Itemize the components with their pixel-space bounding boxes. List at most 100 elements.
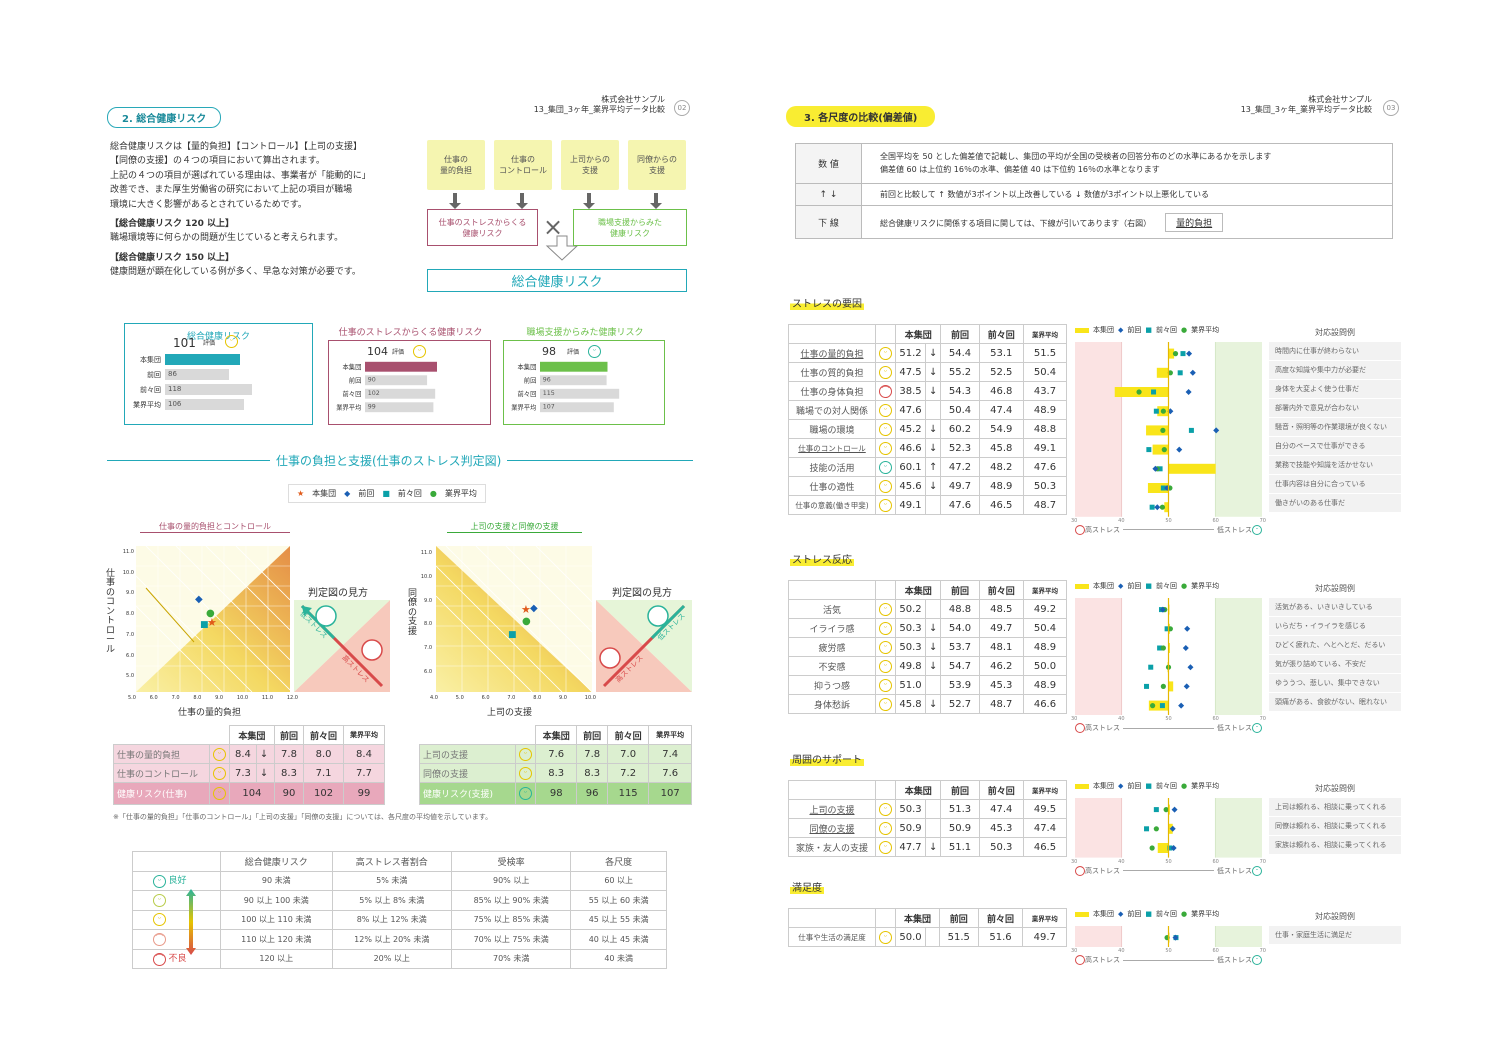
page-header: 株式会社サンプル 13_集団_3ヶ年_業界平均データ比較 bbox=[510, 95, 665, 116]
square-icon: ■ bbox=[1145, 910, 1153, 918]
sad-face-icon: ⌒ bbox=[1075, 865, 1085, 876]
prev2-marker: ■ bbox=[508, 630, 517, 640]
comment: 気が張り詰めている、不安だ bbox=[1269, 655, 1401, 674]
current-bar bbox=[1156, 367, 1169, 378]
chart-legend: 本集団 ◆ 前回 ■ 前々回 ● 業界平均 bbox=[1075, 909, 1219, 919]
prev2-point bbox=[1146, 447, 1152, 453]
chart-right-title: 上司の支援と同僚の支援 bbox=[447, 521, 582, 533]
smile-icon: ᵕ bbox=[879, 498, 892, 512]
chart-left-xlabel: 仕事の量的負担 bbox=[178, 708, 242, 718]
smile-icon: ᵕ bbox=[879, 441, 892, 455]
prev2-point bbox=[1180, 351, 1186, 357]
times-icon: × bbox=[543, 213, 564, 241]
axis-line bbox=[1123, 959, 1214, 961]
stress-axis: ⌒ 高ストレス 低ストレス ᵕ bbox=[1075, 723, 1262, 734]
diamond-icon: ◆ bbox=[1118, 910, 1124, 918]
chart-right-xlabel: 上司の支援 bbox=[487, 708, 533, 718]
table-row: 抑うつ感 ᵕ 51.0 53.9 45.3 48.9 bbox=[788, 675, 1068, 695]
comment-column: 対応設問例 仕事・家庭生活に満足だ bbox=[1269, 908, 1401, 945]
smile-icon: ᵕ bbox=[879, 640, 892, 654]
comment: いらだち・イライラを感じる bbox=[1269, 617, 1401, 636]
risk150-title: 【総合健康リスク 150 以上】 bbox=[110, 252, 235, 263]
smile-icon: ᵕ bbox=[879, 403, 892, 417]
comparison-bar: 106 bbox=[165, 399, 244, 410]
axis-line bbox=[1123, 529, 1214, 531]
mini-work-risk: 仕事のストレスからくる健康リスク 104 評価 ᵕ 本集団 前回 90 前々回 10… bbox=[328, 328, 491, 425]
bar-legend-icon bbox=[1075, 583, 1089, 589]
stress-axis: ⌒ 高ストレス 低ストレス ᵕ bbox=[1075, 955, 1262, 966]
comment: 同僚は頼れる、相談に乗ってくれる bbox=[1269, 817, 1401, 836]
avg-point bbox=[1136, 389, 1142, 395]
table-row: 仕事の身体負担 ⌒ 38.5 ↓ 54.3 46.8 43.7 bbox=[788, 381, 1068, 401]
table-row: 仕事の量的負担 ᵕ 51.2 ↓ 54.4 53.1 51.5 bbox=[788, 343, 1068, 363]
chart-right-yticks: 11.0 10.0 9.0 8.0 7.0 6.0 bbox=[420, 550, 432, 675]
prev2-point bbox=[1188, 427, 1194, 433]
smile-icon: ᵕ bbox=[879, 346, 892, 360]
comparison-bar: 90 bbox=[365, 375, 428, 386]
prev2-point bbox=[1144, 826, 1150, 832]
square-icon: ■ bbox=[1145, 582, 1153, 590]
smile-icon: ᵕ bbox=[153, 893, 166, 907]
prev2-point bbox=[1160, 485, 1166, 491]
comparison-bar: 115 bbox=[540, 388, 620, 399]
table-row: 仕事の意義(働き甲斐) ᵕ 49.1 47.6 46.5 48.7 bbox=[788, 495, 1068, 515]
prev-point bbox=[1152, 465, 1159, 472]
smile-icon: ᵕ bbox=[879, 802, 892, 816]
risk150-text: 健康問題が顕在化している例が多く、早急な対策が必要です。 bbox=[110, 267, 361, 278]
sad-face-icon: ⌒ bbox=[879, 384, 892, 398]
table-row: 上司の支援 ᵕ 50.3 51.3 47.4 49.5 bbox=[788, 799, 1068, 819]
table-row: 職場での対人関係 ᵕ 47.6 50.4 47.4 48.9 bbox=[788, 400, 1068, 420]
smile-icon: ᵕ bbox=[1252, 955, 1262, 966]
current-marker: ★ bbox=[521, 603, 531, 616]
flow-box-boss: 上司からの 支援 bbox=[561, 140, 619, 190]
circle-icon: ● bbox=[1181, 910, 1188, 918]
chart-legend: 本集団 ◆ 前回 ■ 前々回 ● 業界平均 bbox=[1075, 581, 1219, 591]
comparison-bar: 107 bbox=[540, 402, 615, 413]
flow-box-support: 職場支援からみた 健康リスク bbox=[573, 209, 687, 246]
axis-ticks: 30 40 50 60 70 bbox=[1071, 948, 1266, 955]
prev2-point bbox=[1149, 504, 1155, 510]
current-bar bbox=[1168, 643, 1170, 653]
prev2-marker: ■ bbox=[200, 620, 209, 630]
comparison-bar: 99 bbox=[365, 402, 434, 413]
page-number: 02 bbox=[674, 100, 690, 116]
smile-icon: ᵕ bbox=[879, 659, 892, 673]
comparison-bar: 96 bbox=[540, 375, 607, 386]
info-table: 数 値全国平均を 50 とした偏差値で記載し、集団の平均が全国の受検者の回答分布… bbox=[795, 143, 1393, 239]
axis-ticks: 30 40 50 60 70 bbox=[1071, 858, 1266, 865]
prev-point bbox=[1154, 504, 1161, 511]
avg-point bbox=[1149, 845, 1155, 851]
company-name: 株式会社サンプル bbox=[1308, 95, 1372, 104]
deviation-chart bbox=[1075, 342, 1262, 517]
howto-left: 判定図の見方 bbox=[308, 588, 368, 599]
avg-point bbox=[1172, 351, 1179, 357]
prev-point bbox=[1186, 350, 1193, 357]
mini-support-risk: 職場支援からみた健康リスク 98 評価 ᵕ 本集団 前回 96 前々回 115 業界… bbox=[503, 328, 665, 425]
table-row: 職場の環境 ᵕ 45.2 ↓ 60.2 54.9 48.8 bbox=[788, 419, 1068, 439]
smile-icon: ᵕ bbox=[519, 787, 532, 800]
stress-axis: ⌒ 高ストレス 低ストレス ᵕ bbox=[1075, 524, 1262, 535]
comment-column: 対応設問例 上司は頼れる、相談に乗ってくれる 同僚は頼れる、相談に乗ってくれる 家族は… bbox=[1269, 780, 1401, 855]
table-row: 疲労感 ᵕ 50.3 ↓ 53.7 48.1 48.9 bbox=[788, 637, 1068, 657]
smile-icon: ᵕ bbox=[879, 821, 892, 835]
axis-line bbox=[1123, 727, 1214, 729]
current-bar bbox=[1148, 700, 1169, 711]
prev-point bbox=[1164, 485, 1171, 491]
prev-point bbox=[1213, 427, 1220, 434]
axis-line bbox=[1123, 870, 1214, 872]
comment: 仕事・家庭生活に満足だ bbox=[1269, 926, 1401, 945]
smile-icon: ᵕ bbox=[1252, 524, 1262, 535]
report-subtitle: 13_集団_3ヶ年_業界平均データ比較 bbox=[533, 105, 665, 115]
scale-table: 本集団 前回 前々回 業界平均 上司の支援 ᵕ 50.3 51.3 47.4 49.5 同僚の支援 ᵕ… bbox=[788, 780, 1068, 857]
chart-legend: 本集団 ◆ 前回 ■ 前々回 ● 業界平均 bbox=[1075, 781, 1219, 791]
sad-face-icon: ⌒ bbox=[1075, 723, 1085, 734]
deviation-chart bbox=[1075, 598, 1262, 716]
howto-right-diagram bbox=[596, 600, 692, 692]
square-icon: ■ bbox=[1145, 782, 1153, 790]
table-row: 仕事のコントロール ᵕ 46.6 ↓ 52.3 45.8 49.1 bbox=[788, 438, 1068, 458]
scale-table: 本集団 前回 前々回 業界平均 仕事の量的負担 ᵕ 51.2 ↓ 54.4 53.1 51.5 仕事の… bbox=[788, 324, 1068, 515]
prev-marker: ◆ bbox=[195, 594, 203, 605]
smile-icon: ᵕ bbox=[519, 747, 532, 761]
howto-left-diagram bbox=[294, 600, 390, 692]
deviation-chart bbox=[1075, 926, 1262, 948]
